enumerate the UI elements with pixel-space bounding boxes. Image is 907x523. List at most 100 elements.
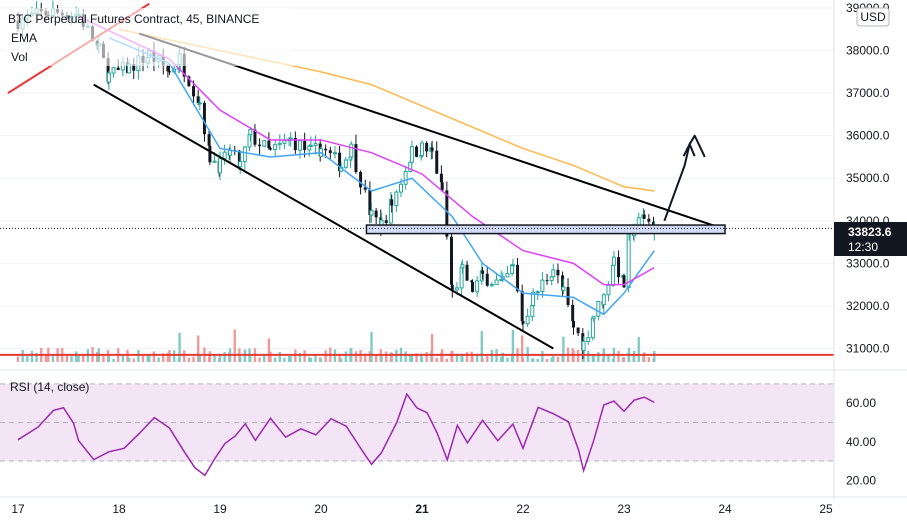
volume-bar (95, 351, 99, 362)
chart-title: BTC Perpetual Futures Contract, 45, BINA… (8, 12, 259, 26)
volume-bar (162, 353, 165, 362)
candle-body (106, 58, 110, 83)
volume-bar (490, 349, 494, 362)
currency-button[interactable]: USD (856, 7, 890, 27)
candle-body (187, 76, 191, 87)
candle-body (168, 71, 171, 73)
volume-bar (187, 357, 191, 362)
currency-button-bg (856, 7, 890, 27)
volume-bar (597, 352, 600, 362)
legend-vol[interactable]: Vol (11, 50, 28, 64)
volume-bar (168, 349, 171, 362)
candle-body (535, 291, 540, 294)
volume-bar (572, 350, 575, 362)
price-badge-countdown: 12:30 (848, 240, 878, 254)
candle-body (354, 144, 358, 173)
volume-bar (148, 353, 151, 362)
candle-body (369, 210, 374, 216)
time-tick-label: 17 (11, 502, 25, 516)
volume-bar (178, 332, 181, 362)
rsi-tick-label: 40.00 (846, 435, 876, 449)
volume-bar (338, 353, 341, 362)
candle-body (197, 102, 202, 105)
volume-bar (461, 356, 464, 362)
candle-body (374, 210, 378, 218)
candle-body (166, 65, 170, 72)
candle-body (208, 145, 212, 163)
volume-bar (16, 356, 20, 362)
volume-bar (208, 351, 212, 362)
candle-body (622, 275, 626, 288)
volume-bar (556, 356, 560, 362)
time-tick-label: 23 (617, 502, 631, 516)
volume-bar (359, 349, 362, 362)
candle-body (196, 96, 200, 104)
candle-body (611, 256, 616, 266)
volume-bar (273, 357, 277, 362)
candle-body (561, 286, 566, 291)
candle-body (556, 269, 560, 276)
candle-body (394, 191, 399, 207)
volume-bar (455, 353, 459, 362)
candle-body (439, 173, 443, 183)
rsi-tick-label: 20.00 (846, 473, 876, 487)
time-axis[interactable]: 17 18 19 20 21 22 23 24 25 (11, 502, 833, 516)
volume-bar (44, 355, 48, 362)
time-tick-label: 25 (819, 502, 833, 516)
candle-body (202, 102, 206, 135)
volume-bar (107, 356, 111, 362)
volume-bar (592, 353, 595, 362)
volume-bar (380, 356, 383, 362)
time-tick-label: 19 (213, 502, 227, 516)
volume-bar (344, 351, 348, 362)
volume-bar (283, 357, 286, 362)
candle-body (349, 143, 354, 158)
volume-bar (30, 350, 34, 362)
volume-bar (390, 352, 393, 362)
upper-trendline (138, 32, 726, 231)
legend-ema[interactable]: EMA (11, 31, 37, 45)
volume-bar (126, 349, 129, 362)
price-badge-value: 33823.6 (848, 225, 892, 239)
candle-body (571, 304, 575, 322)
candle-body (409, 146, 414, 163)
price-axis[interactable]: 31000.032000.033000.034000.035000.036000… (846, 1, 890, 355)
candle-body (485, 273, 489, 286)
candle-body (626, 233, 631, 288)
volume-bar (445, 358, 449, 362)
candle-body (313, 143, 318, 146)
volume-bar (278, 351, 281, 362)
candle-body (430, 147, 434, 151)
volume-bar (576, 349, 580, 362)
candle-body (116, 67, 120, 70)
candle-body (384, 220, 388, 223)
candle-body (521, 321, 525, 324)
candle-body (549, 276, 554, 281)
volume-bar (267, 338, 271, 362)
candle-body (440, 182, 444, 191)
rsi-pane[interactable] (0, 383, 834, 477)
ema-line (108, 37, 655, 316)
volume-bar (501, 352, 504, 362)
volume-bar (404, 351, 407, 362)
volume-bar (324, 350, 327, 362)
volume-bar (70, 356, 73, 362)
volume-bar (192, 356, 195, 362)
candle-body (435, 150, 439, 174)
candle-body (642, 214, 646, 219)
rsi-axis[interactable]: 20.00 40.00 60.00 (846, 396, 876, 487)
candle-body (269, 148, 272, 150)
volume-bar (157, 357, 160, 362)
volume-bar (146, 354, 149, 362)
candle-body (297, 140, 302, 151)
volume-bar (141, 354, 145, 362)
volume-bar (541, 350, 544, 362)
volume-bar (340, 358, 343, 362)
rsi-line (17, 392, 655, 477)
candle-body (308, 144, 313, 147)
price-tick-label: 31000.0 (846, 341, 890, 355)
volume-bar (127, 357, 131, 362)
candle-body (262, 140, 267, 147)
volume-bar (622, 357, 626, 362)
